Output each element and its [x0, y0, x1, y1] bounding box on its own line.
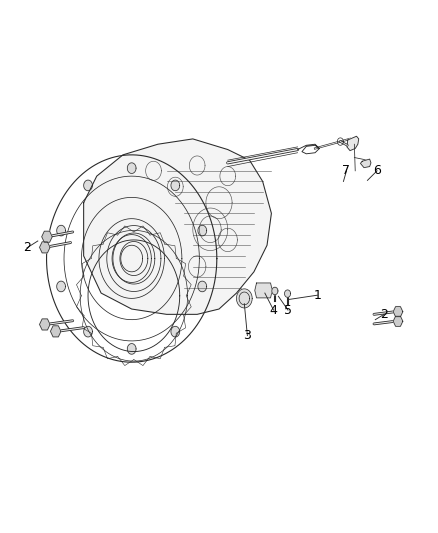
Text: 1: 1 [313, 289, 321, 302]
Polygon shape [393, 306, 403, 317]
Polygon shape [127, 344, 136, 354]
Polygon shape [39, 242, 50, 253]
Polygon shape [198, 281, 207, 292]
Text: 5: 5 [284, 304, 292, 317]
Polygon shape [360, 159, 371, 167]
Text: 4: 4 [270, 304, 278, 317]
Polygon shape [171, 326, 180, 337]
Polygon shape [347, 136, 359, 151]
Polygon shape [198, 225, 207, 236]
Text: 3: 3 [244, 329, 251, 342]
Polygon shape [84, 326, 92, 337]
Polygon shape [285, 290, 290, 297]
Text: 6: 6 [373, 164, 381, 177]
Polygon shape [39, 319, 50, 330]
Polygon shape [127, 163, 136, 173]
Polygon shape [84, 139, 272, 314]
Text: 7: 7 [343, 164, 350, 177]
Polygon shape [84, 180, 92, 191]
Text: 2: 2 [380, 308, 388, 321]
Polygon shape [171, 180, 180, 191]
Polygon shape [272, 287, 278, 295]
Polygon shape [42, 231, 52, 243]
Polygon shape [50, 326, 61, 337]
Text: 2: 2 [23, 241, 31, 254]
Polygon shape [393, 316, 403, 326]
Polygon shape [255, 283, 272, 298]
Polygon shape [237, 289, 252, 308]
Polygon shape [57, 225, 65, 236]
Polygon shape [57, 281, 65, 292]
